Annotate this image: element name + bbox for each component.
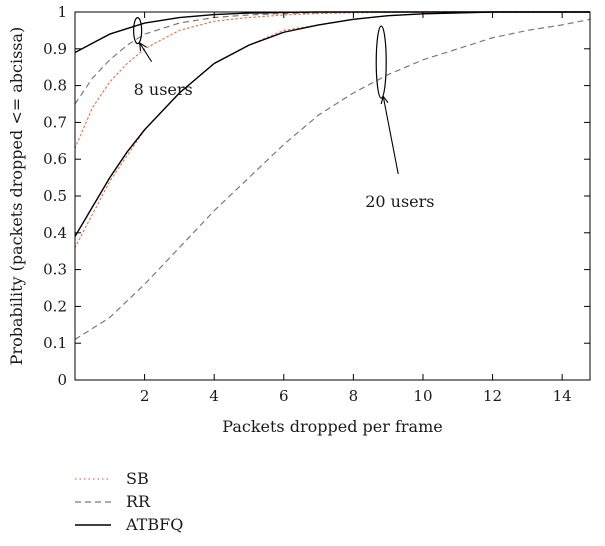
y-tick-label: 0 [57, 371, 67, 389]
x-axis-label: Packets dropped per frame [222, 417, 442, 436]
x-tick-label: 8 [349, 387, 359, 405]
y-tick-label: 0.2 [43, 297, 67, 315]
y-tick-label: 0.9 [43, 40, 67, 58]
y-tick-label: 0.6 [43, 150, 67, 168]
y-tick-label: 0.7 [43, 113, 67, 131]
annotation-label: 8 users [134, 80, 193, 99]
x-tick-label: 2 [140, 387, 150, 405]
y-tick-label: 0.1 [43, 334, 67, 352]
series-line-20-users-sb [75, 11, 590, 249]
series-line-8-users-atbfq [75, 11, 590, 54]
annotation-arrow-head [138, 41, 147, 51]
annotations-layer: 8 users 20 users [133, 17, 435, 211]
y-tick-label: 0.4 [43, 224, 67, 242]
annotation-ellipse [375, 25, 387, 99]
x-tick-label: 12 [483, 387, 502, 405]
legend-label-atbfq: ATBFQ [125, 515, 183, 534]
annotation-arrow-line [382, 96, 399, 175]
legend: SB RR ATBFQ [75, 469, 183, 534]
legend-label-rr: RR [126, 492, 151, 511]
y-tick-label: 0.8 [43, 77, 67, 95]
series-line-20-users-atbfq [75, 11, 590, 237]
x-tick-label: 10 [413, 387, 432, 405]
ticks-layer: 2 4 6 8 10 12 14 0 0.1 0.2 0.3 0.4 0.5 0.6 0.7 0.8 0.9 1 [43, 3, 590, 405]
annotation-arrow-head [380, 95, 389, 105]
y-tick-label: 0.5 [43, 187, 67, 205]
annotation-ellipse [133, 17, 143, 45]
legend-label-sb: SB [126, 469, 149, 488]
plot-frame [74, 11, 591, 381]
y-axis-label: Probability (packets dropped <= abcissa) [7, 27, 26, 366]
series-line-20-users-rr [75, 18, 590, 341]
plot-series-layer [75, 11, 590, 341]
x-tick-label: 6 [279, 387, 289, 405]
annotation-label: 20 users [365, 192, 434, 211]
annotation-arrow-line [139, 42, 153, 63]
y-tick-label: 1 [57, 3, 67, 21]
y-tick-label: 0.3 [43, 261, 67, 279]
x-tick-label: 4 [209, 387, 219, 405]
x-tick-label: 14 [553, 387, 572, 405]
